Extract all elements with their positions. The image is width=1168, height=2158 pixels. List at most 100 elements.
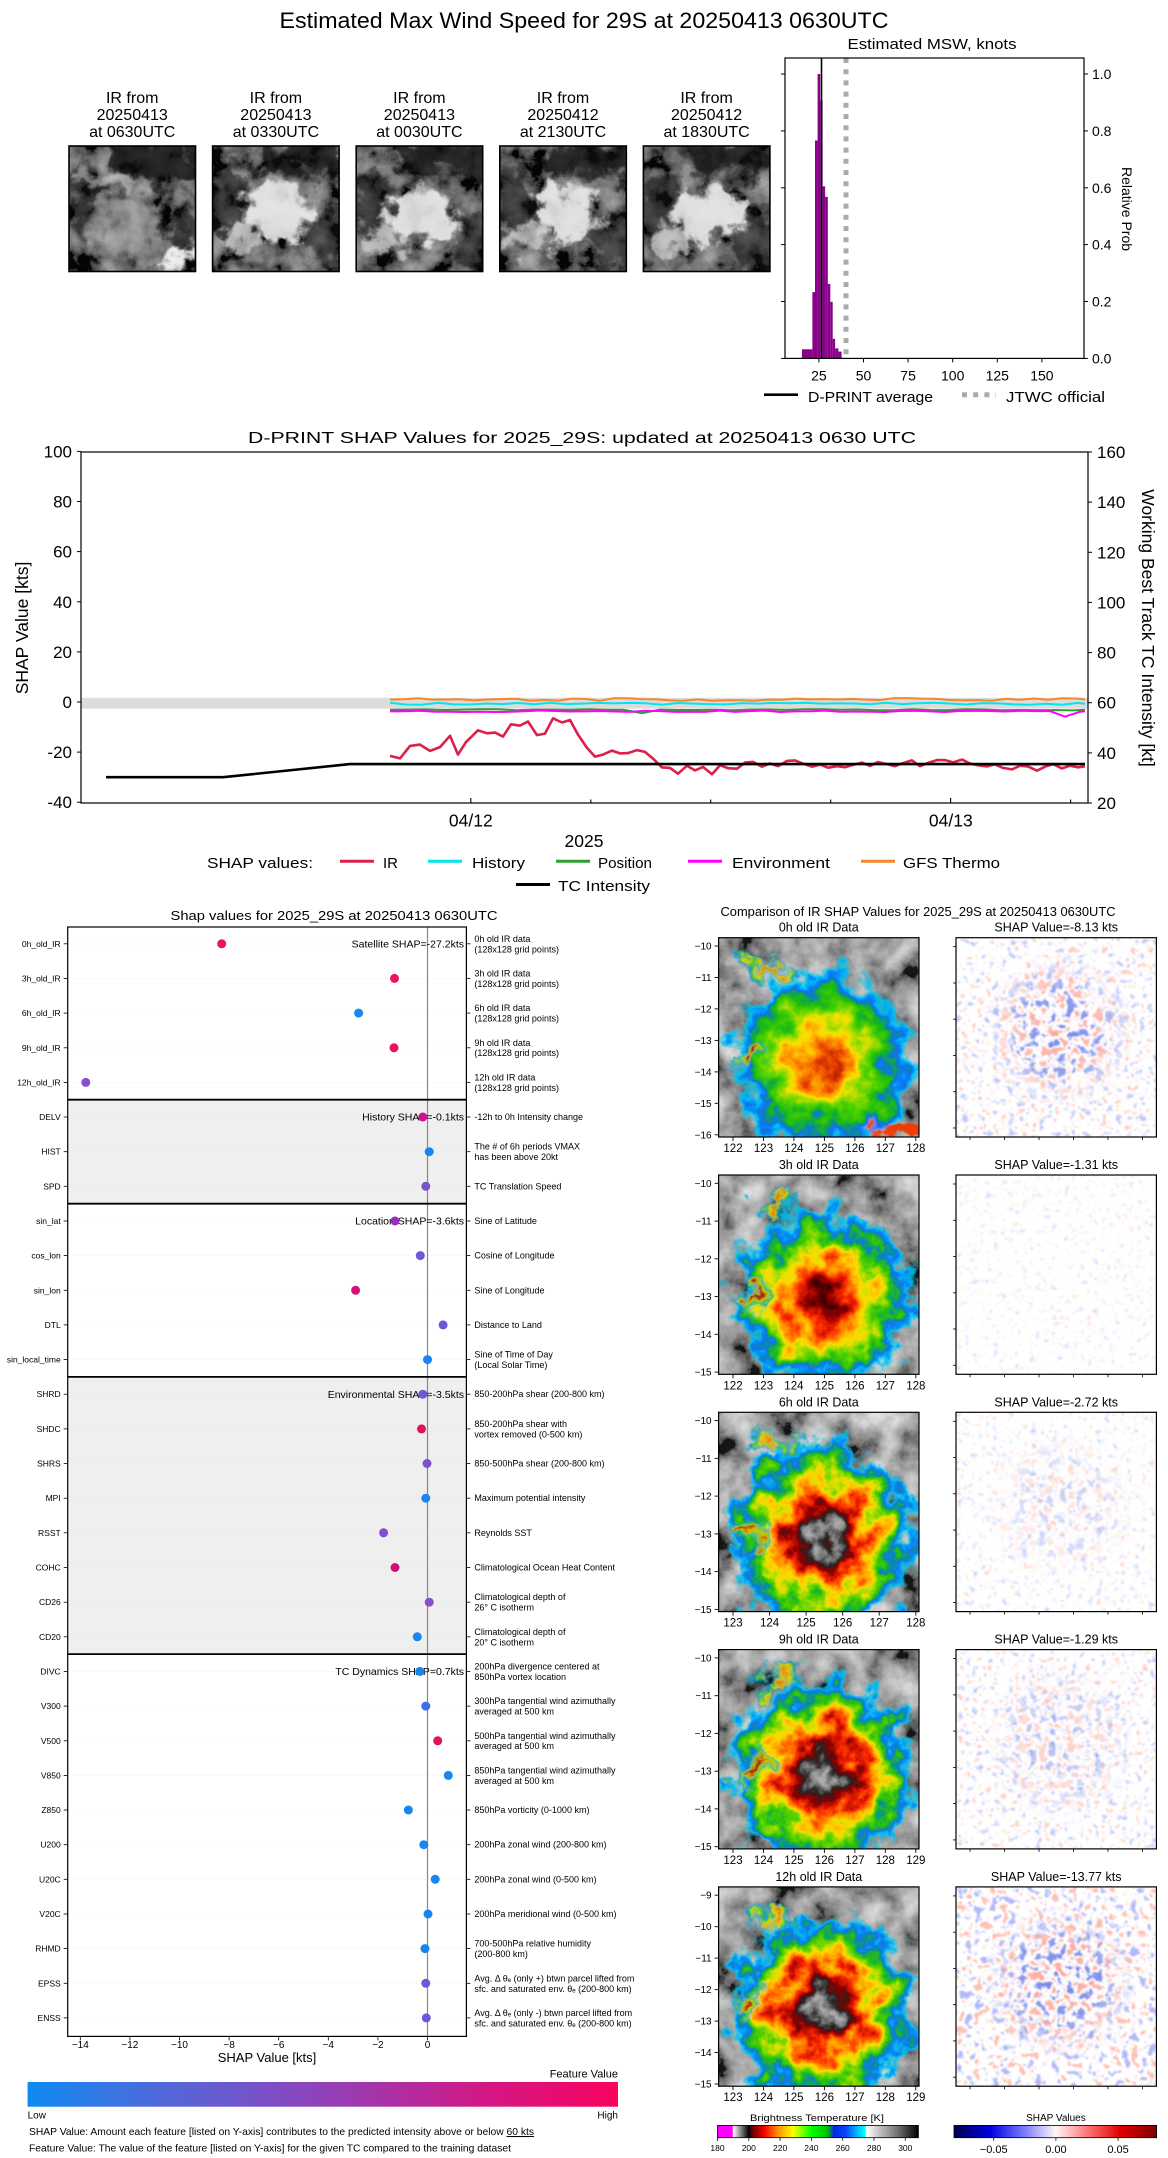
svg-text:0.6: 0.6	[1092, 180, 1112, 196]
svg-text:Low: Low	[28, 2111, 47, 2122]
svg-text:CD20: CD20	[39, 1632, 61, 1642]
svg-text:IR: IR	[383, 855, 398, 872]
svg-text:−14: −14	[695, 2048, 712, 2059]
svg-text:300: 300	[898, 2143, 912, 2153]
svg-text:Feature Value: Feature Value	[550, 2069, 618, 2081]
svg-text:−15: −15	[695, 1842, 712, 1853]
svg-text:126: 126	[845, 1143, 864, 1155]
svg-text:−14: −14	[695, 1330, 712, 1341]
svg-text:SHDC: SHDC	[37, 1424, 61, 1434]
svg-text:125: 125	[986, 368, 1010, 384]
svg-text:High: High	[597, 2111, 618, 2122]
svg-text:−11: −11	[695, 1954, 712, 1965]
svg-text:123: 123	[723, 1855, 742, 1867]
svg-text:-20: -20	[47, 743, 72, 762]
svg-text:JTWC official: JTWC official	[1006, 389, 1105, 406]
svg-text:128: 128	[906, 1618, 925, 1630]
svg-text:−16: −16	[695, 1130, 712, 1141]
svg-text:04/13: 04/13	[929, 811, 973, 831]
svg-text:12h old IR Data: 12h old IR Data	[775, 1870, 862, 1884]
svg-text:(128x128 grid points): (128x128 grid points)	[474, 979, 559, 989]
svg-text:SHRD: SHRD	[37, 1389, 61, 1399]
svg-text:D-PRINT SHAP Values for 2025_2: D-PRINT SHAP Values for 2025_29S: update…	[248, 430, 916, 447]
svg-text:850-500hPa shear (200-800 km): 850-500hPa shear (200-800 km)	[474, 1459, 604, 1469]
svg-text:-12h to 0h Intensity change: -12h to 0h Intensity change	[474, 1112, 583, 1122]
svg-text:127: 127	[845, 2092, 864, 2104]
svg-text:Maximum potential intensity: Maximum potential intensity	[474, 1493, 586, 1503]
svg-text:125: 125	[784, 1855, 803, 1867]
svg-text:Climatological depth of: Climatological depth of	[474, 1592, 566, 1602]
svg-text:128: 128	[906, 1380, 925, 1392]
svg-text:129: 129	[906, 2092, 925, 2104]
svg-text:averaged at 500 km: averaged at 500 km	[474, 1776, 554, 1786]
svg-text:at 2130UTC: at 2130UTC	[520, 124, 606, 141]
svg-text:History SHAP=-0.1kts: History SHAP=-0.1kts	[362, 1112, 464, 1124]
svg-text:127: 127	[845, 1855, 864, 1867]
svg-text:Environmental SHAP=-3.5kts: Environmental SHAP=-3.5kts	[328, 1389, 464, 1401]
svg-text:0: 0	[63, 693, 72, 712]
svg-text:IR from: IR from	[393, 90, 445, 107]
svg-text:RSST: RSST	[38, 1528, 61, 1538]
svg-text:V850: V850	[41, 1770, 61, 1780]
svg-text:20: 20	[53, 643, 72, 662]
svg-text:SHAP Value=-13.77 kts: SHAP Value=-13.77 kts	[991, 1870, 1122, 1884]
svg-text:0h old IR Data: 0h old IR Data	[779, 921, 859, 935]
svg-text:vortex removed (0-500 km): vortex removed (0-500 km)	[474, 1429, 582, 1439]
svg-text:20250413: 20250413	[240, 107, 311, 124]
svg-text:25: 25	[811, 368, 827, 384]
svg-text:12h old IR data: 12h old IR data	[474, 1072, 535, 1082]
svg-text:SHAP values:: SHAP values:	[207, 855, 313, 872]
svg-text:−12: −12	[695, 1985, 712, 1996]
svg-text:IR from: IR from	[680, 90, 732, 107]
svg-text:04/12: 04/12	[449, 811, 493, 831]
svg-text:500hPa tangential wind azimuth: 500hPa tangential wind azimuthally	[474, 1731, 616, 1741]
svg-text:6h old IR data: 6h old IR data	[474, 1003, 530, 1013]
svg-text:−13: −13	[695, 1529, 712, 1540]
svg-text:IR from: IR from	[250, 90, 302, 107]
svg-text:127: 127	[870, 1618, 889, 1630]
svg-text:has been above 20kt: has been above 20kt	[474, 1152, 558, 1162]
svg-text:6h_old_IR: 6h_old_IR	[22, 1008, 61, 1018]
svg-text:200hPa zonal wind (0-500 km): 200hPa zonal wind (0-500 km)	[474, 1874, 596, 1884]
svg-text:Distance to Land: Distance to Land	[474, 1320, 542, 1330]
svg-text:125: 125	[784, 2092, 803, 2104]
svg-text:200: 200	[742, 2143, 756, 2153]
svg-text:(128x128 grid points): (128x128 grid points)	[474, 1014, 559, 1024]
svg-text:−12: −12	[695, 1254, 712, 1265]
svg-text:−11: −11	[695, 1454, 712, 1465]
svg-text:−10: −10	[695, 1416, 712, 1427]
svg-text:U20C: U20C	[39, 1874, 61, 1884]
svg-text:TC Dynamics SHAP=0.7kts: TC Dynamics SHAP=0.7kts	[335, 1666, 464, 1678]
svg-text:SPD: SPD	[43, 1181, 60, 1191]
svg-text:Working Best Track TC Intensit: Working Best Track TC Intensity [kt]	[1138, 489, 1158, 767]
svg-text:123: 123	[723, 1618, 742, 1630]
svg-text:sin_local_time: sin_local_time	[7, 1355, 61, 1365]
svg-text:(Local Solar Time): (Local Solar Time)	[474, 1360, 547, 1370]
svg-text:1.0: 1.0	[1092, 66, 1112, 82]
svg-text:The # of 6h periods VMAX: The # of 6h periods VMAX	[474, 1142, 580, 1152]
svg-text:100: 100	[44, 442, 72, 461]
svg-text:150: 150	[1030, 368, 1054, 384]
svg-text:−11: −11	[695, 1691, 712, 1702]
svg-text:sin_lon: sin_lon	[34, 1285, 61, 1295]
svg-text:GFS Thermo: GFS Thermo	[903, 855, 1000, 872]
svg-text:300hPa tangential wind azimuth: 300hPa tangential wind azimuthally	[474, 1696, 616, 1706]
svg-text:−10: −10	[695, 942, 712, 953]
svg-text:80: 80	[53, 493, 72, 512]
svg-text:129: 129	[906, 1855, 925, 1867]
svg-text:20250413: 20250413	[384, 107, 455, 124]
svg-text:9h old IR Data: 9h old IR Data	[779, 1633, 859, 1647]
svg-text:SHAP Value: Amount each featur: SHAP Value: Amount each feature [listed …	[29, 2126, 534, 2138]
svg-text:(128x128 grid points): (128x128 grid points)	[474, 1083, 559, 1093]
svg-text:122: 122	[723, 1143, 742, 1155]
svg-text:Sine of Latitude: Sine of Latitude	[474, 1216, 537, 1226]
svg-text:20° C isotherm: 20° C isotherm	[474, 1637, 534, 1647]
svg-text:Reynolds SST: Reynolds SST	[474, 1528, 532, 1538]
svg-text:123: 123	[754, 1380, 773, 1392]
svg-text:TC Translation Speed: TC Translation Speed	[474, 1181, 561, 1191]
svg-text:124: 124	[754, 1855, 774, 1867]
svg-text:280: 280	[867, 2143, 881, 2153]
svg-text:3h old IR data: 3h old IR data	[474, 968, 530, 978]
svg-text:sfc. and saturated env. θₑ (20: sfc. and saturated env. θₑ (200-800 km)	[474, 2018, 631, 2028]
svg-text:128: 128	[906, 1143, 925, 1155]
